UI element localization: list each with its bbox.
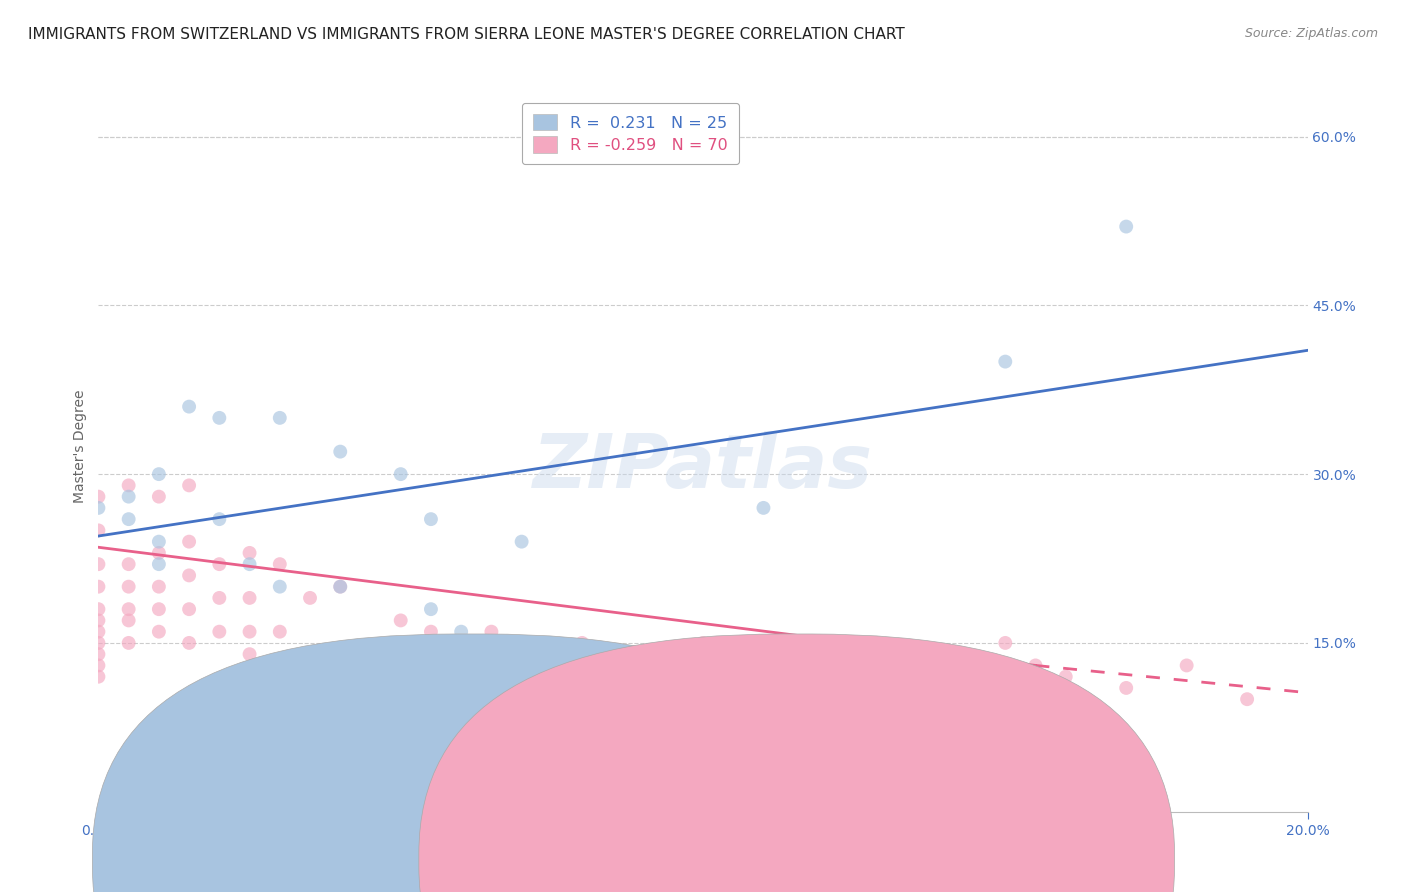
Point [87, 624, 110, 639]
Point [389, 658, 412, 673]
Point [752, 658, 775, 673]
Point [148, 534, 170, 549]
Point [148, 602, 170, 616]
Point [269, 624, 291, 639]
Point [420, 512, 443, 526]
Point [179, 400, 201, 414]
Point [118, 490, 141, 504]
Point [329, 580, 352, 594]
FancyBboxPatch shape [419, 634, 1174, 892]
Point [631, 670, 654, 684]
Point [87, 524, 110, 538]
Point [481, 647, 503, 661]
Point [208, 512, 231, 526]
Legend: R =  0.231   N = 25, R = -0.259   N = 70: R = 0.231 N = 25, R = -0.259 N = 70 [522, 103, 740, 164]
Point [179, 534, 201, 549]
Point [631, 647, 654, 661]
Point [692, 658, 714, 673]
Point [873, 658, 896, 673]
Point [329, 647, 352, 661]
Point [118, 478, 141, 492]
Point [934, 670, 956, 684]
Point [450, 658, 472, 673]
Point [1054, 670, 1077, 684]
Point [87, 658, 110, 673]
Point [148, 490, 170, 504]
Point [813, 647, 835, 661]
Point [269, 557, 291, 571]
Point [269, 580, 291, 594]
Point [118, 580, 141, 594]
Point [540, 658, 562, 673]
Point [450, 624, 472, 639]
Point [87, 500, 110, 515]
Point [87, 557, 110, 571]
Point [87, 490, 110, 504]
Point [239, 546, 262, 560]
Point [510, 534, 533, 549]
Point [118, 512, 141, 526]
Point [148, 467, 170, 482]
Point [239, 624, 262, 639]
Point [510, 647, 533, 661]
Point [481, 624, 503, 639]
Point [994, 636, 1017, 650]
Point [1115, 219, 1137, 234]
Point [148, 557, 170, 571]
Point [1236, 692, 1258, 706]
Point [269, 410, 291, 425]
Point [179, 602, 201, 616]
Point [239, 647, 262, 661]
Point [1024, 658, 1046, 673]
Point [752, 500, 775, 515]
Point [179, 478, 201, 492]
Point [87, 614, 110, 628]
Point [208, 591, 231, 605]
Point [87, 636, 110, 650]
Point [329, 580, 352, 594]
Point [118, 602, 141, 616]
Point [179, 636, 201, 650]
Point [118, 614, 141, 628]
Point [1115, 681, 1137, 695]
Point [571, 636, 593, 650]
Point [420, 602, 443, 616]
FancyBboxPatch shape [93, 634, 848, 892]
Point [1175, 658, 1198, 673]
Point [179, 568, 201, 582]
Point [299, 647, 322, 661]
Point [239, 591, 262, 605]
Point [148, 580, 170, 594]
Point [208, 557, 231, 571]
Point [87, 602, 110, 616]
Point [329, 444, 352, 458]
Point [692, 692, 714, 706]
Point [208, 624, 231, 639]
Text: IMMIGRANTS FROM SWITZERLAND VS IMMIGRANTS FROM SIERRA LEONE MASTER'S DEGREE CORR: IMMIGRANTS FROM SWITZERLAND VS IMMIGRANT… [28, 27, 905, 42]
Point [420, 624, 443, 639]
Point [389, 467, 412, 482]
Text: Immigrants from Switzerland: Immigrants from Switzerland [495, 852, 709, 867]
Point [87, 670, 110, 684]
Point [87, 580, 110, 594]
Point [602, 647, 624, 661]
Point [813, 670, 835, 684]
Point [692, 636, 714, 650]
Point [148, 546, 170, 560]
Text: Source: ZipAtlas.com: Source: ZipAtlas.com [1244, 27, 1378, 40]
Text: ZIPatlas: ZIPatlas [533, 432, 873, 505]
Point [148, 624, 170, 639]
Point [994, 354, 1017, 368]
Point [118, 636, 141, 650]
Point [299, 591, 322, 605]
Y-axis label: Master's Degree: Master's Degree [73, 389, 87, 503]
Point [389, 614, 412, 628]
Point [118, 557, 141, 571]
Point [87, 647, 110, 661]
Point [239, 557, 262, 571]
Text: Immigrants from Sierra Leone: Immigrants from Sierra Leone [821, 852, 1040, 867]
Point [208, 410, 231, 425]
